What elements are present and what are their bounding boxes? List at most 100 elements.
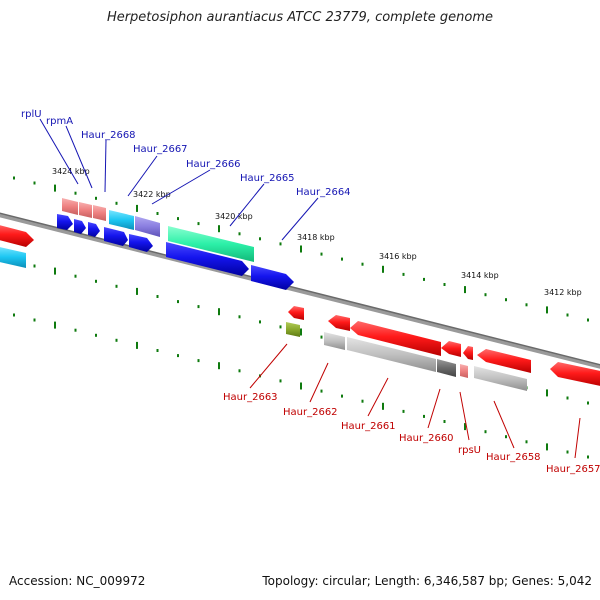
label-Haur-2657[interactable]: Haur_2657 (546, 464, 600, 475)
gene-Haur-2665-blue[interactable] (166, 242, 249, 276)
gene-Haur-2657[interactable] (550, 362, 600, 387)
gene-Haur-2662-gray[interactable] (324, 332, 345, 350)
tick-bottom-mark (115, 338, 118, 342)
gene-rpsU-red[interactable] (463, 346, 473, 360)
tick-middle-mark (259, 320, 261, 324)
leader-Haur-2665 (229, 183, 265, 227)
gene-forward-blue-4[interactable] (104, 227, 128, 246)
tick-top-mark (33, 181, 36, 185)
gene-forward-blue-2[interactable] (74, 219, 86, 234)
gene-forward-blue-5[interactable] (129, 234, 153, 252)
tick-bottom-mark (382, 402, 384, 410)
tick-top-mark (484, 293, 487, 297)
forward-gene-labels: rplU rpmA Haur_2668 Haur_2667 Haur_2666 … (21, 109, 351, 241)
tick-bottom-mark (177, 354, 179, 358)
tick-bottom-mark (218, 362, 220, 370)
tick-top-mark (13, 176, 15, 180)
tick-top-mark (259, 237, 261, 241)
tick-bottom-mark (566, 450, 569, 454)
tick-top-mark (218, 225, 220, 233)
tick-top-mark (300, 245, 302, 253)
tick-bottom-mark (361, 399, 364, 403)
label-Haur-2667[interactable]: Haur_2667 (133, 144, 188, 155)
tick-bottom-mark (13, 313, 15, 317)
leader-rpmA (65, 125, 93, 189)
tick-top-mark (587, 318, 589, 322)
accession-text: Accession: NC_009972 (9, 574, 146, 588)
leader-rplU (39, 118, 79, 185)
tick-middle-mark (587, 401, 589, 405)
label-rpsU[interactable]: rpsU (458, 445, 481, 456)
tick-middle-mark (300, 328, 302, 336)
gene-Haur-2661-gray[interactable] (347, 337, 436, 372)
label-Haur-2662[interactable]: Haur_2662 (283, 407, 338, 418)
gene-forward-left-red[interactable] (0, 224, 34, 247)
tick-bottom-mark (33, 318, 36, 322)
gene-Haur-2660-gray[interactable] (437, 359, 456, 377)
tick-middle-mark (95, 279, 97, 283)
kbp-tick-label-3420: 3420 kbp (215, 212, 253, 221)
tick-top-mark (443, 283, 446, 286)
gene-Haur-2663[interactable] (288, 306, 304, 320)
leader-rpsU (459, 391, 470, 441)
tick-top-mark (74, 191, 77, 195)
gene-forward-blue-1[interactable] (57, 214, 73, 230)
label-Haur-2660[interactable]: Haur_2660 (399, 433, 454, 444)
gene-Haur-2665[interactable] (168, 226, 254, 262)
leader-Haur-2663 (249, 343, 288, 389)
gene-Haur-2662[interactable] (328, 315, 350, 331)
genome-backbone (0, 213, 600, 369)
tick-top-mark (238, 232, 241, 236)
tick-top-mark (546, 306, 548, 314)
label-Haur-2658[interactable]: Haur_2658 (486, 452, 541, 463)
leader-Haur-2668 (104, 139, 107, 193)
tick-bottom-mark (484, 430, 487, 434)
gene-Haur-2666-purple[interactable] (135, 216, 160, 237)
tick-top-mark (382, 265, 384, 273)
gene-forward-blue-3[interactable] (88, 222, 100, 237)
tick-bottom-mark (300, 382, 302, 390)
tick-bottom-mark (443, 420, 446, 423)
tick-middle-mark (279, 325, 282, 329)
gene-rplU[interactable] (62, 198, 78, 215)
tick-row-top (13, 176, 589, 322)
label-rpmA[interactable]: rpmA (46, 116, 73, 127)
gene-left-cyan[interactable] (0, 246, 26, 268)
leader-Haur-2662 (309, 362, 329, 403)
gene-Haur-2661[interactable] (350, 321, 441, 356)
label-Haur-2664[interactable]: Haur_2664 (296, 187, 351, 198)
tick-bottom-mark (54, 321, 56, 329)
leader-Haur-2666 (151, 169, 211, 205)
tick-top-mark (320, 252, 323, 256)
gene-rpmA[interactable] (79, 202, 92, 218)
tick-middle-mark (74, 274, 77, 278)
gene-rpsU[interactable] (460, 364, 468, 378)
tick-bottom-mark (423, 414, 425, 418)
gene-Haur-2660[interactable] (441, 341, 461, 357)
tick-bottom-mark (505, 435, 507, 439)
label-Haur-2661[interactable]: Haur_2661 (341, 421, 396, 432)
leader-Haur-2661 (367, 377, 389, 417)
tick-middle-mark (566, 396, 569, 400)
gene-Haur-2658[interactable] (477, 349, 531, 373)
label-Haur-2665[interactable]: Haur_2665 (240, 173, 295, 184)
tick-middle-mark (218, 308, 220, 316)
tick-top-mark (423, 277, 425, 281)
label-Haur-2663[interactable]: Haur_2663 (223, 392, 278, 403)
label-rplU[interactable]: rplU (21, 109, 42, 120)
gene-Haur-2667-cyan[interactable] (109, 210, 134, 230)
gene-Haur-2668[interactable] (93, 205, 106, 221)
label-Haur-2666[interactable]: Haur_2666 (186, 159, 241, 170)
tick-bottom-mark (320, 389, 323, 393)
tick-middle-mark (54, 267, 56, 275)
tick-bottom-mark (546, 443, 548, 451)
leader-Haur-2664 (281, 197, 319, 241)
gene-Haur-2663-olive[interactable] (286, 322, 300, 337)
gene-Haur-2664[interactable] (251, 265, 294, 290)
label-Haur-2668[interactable]: Haur_2668 (81, 130, 136, 141)
tick-bottom-mark (74, 328, 77, 332)
gene-Haur-2658-gray[interactable] (474, 366, 527, 391)
tick-bottom-mark (156, 349, 159, 352)
